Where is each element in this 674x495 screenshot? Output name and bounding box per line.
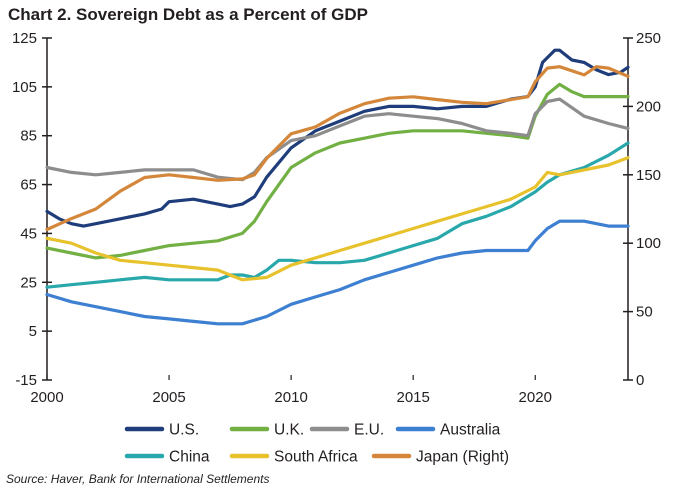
series-line-u-k bbox=[45, 82, 630, 260]
left-axis-tick-label: 125 bbox=[12, 30, 37, 47]
series-line-australia bbox=[45, 219, 630, 326]
series-line-u-s bbox=[45, 48, 630, 228]
right-axis-tick-label: 50 bbox=[636, 304, 653, 321]
right-axis-tick-label: 0 bbox=[636, 372, 644, 389]
right-axis-tick-label: 100 bbox=[636, 235, 661, 252]
legend-label-china: China bbox=[169, 449, 210, 466]
legend-label-japan-right: Japan (Right) bbox=[416, 449, 509, 466]
left-axis-tick-label: -15 bbox=[15, 372, 37, 389]
right-axis-tick-label: 250 bbox=[636, 30, 661, 47]
series-line-japan-right bbox=[45, 65, 630, 232]
x-axis-tick-label: 2000 bbox=[30, 389, 63, 406]
left-axis-tick-label: 85 bbox=[20, 128, 37, 145]
x-axis-tick-label: 2020 bbox=[519, 389, 552, 406]
legend-label-south-africa: South Africa bbox=[274, 449, 358, 466]
right-axis-tick-label: 150 bbox=[636, 167, 661, 184]
series-line-china bbox=[45, 141, 630, 289]
right-axis-tick-label: 200 bbox=[636, 98, 661, 115]
legend-label-u-s: U.S. bbox=[169, 422, 199, 439]
series-line-e-u bbox=[45, 97, 630, 182]
x-axis-tick-label: 2010 bbox=[274, 389, 307, 406]
left-axis-tick-label: 65 bbox=[20, 177, 37, 194]
source-note: Source: Haver, Bank for International Se… bbox=[6, 472, 270, 486]
legend-label-australia: Australia bbox=[440, 422, 501, 439]
series-line-south-africa bbox=[45, 156, 630, 282]
legend-label-u-k: U.K. bbox=[274, 422, 304, 439]
left-axis-tick-label: 45 bbox=[20, 225, 37, 242]
chart-title: Chart 2. Sovereign Debt as a Percent of … bbox=[8, 5, 368, 24]
left-axis-tick-label: 105 bbox=[12, 79, 37, 96]
x-axis-tick-label: 2015 bbox=[396, 389, 429, 406]
left-axis-tick-label: 5 bbox=[29, 323, 37, 340]
left-axis-tick-label: 25 bbox=[20, 274, 37, 291]
legend-label-e-u: E.U. bbox=[354, 422, 384, 439]
x-axis-tick-label: 2005 bbox=[152, 389, 185, 406]
